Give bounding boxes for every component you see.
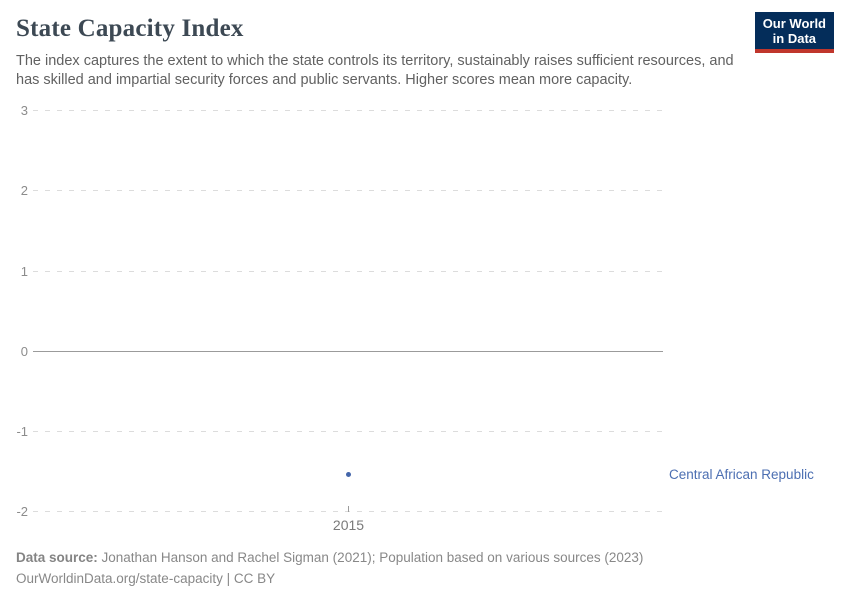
y-axis-label-1: 1 bbox=[20, 264, 28, 279]
zero-line bbox=[33, 351, 663, 352]
gridline-2 bbox=[33, 190, 663, 191]
y-axis-label-2: 2 bbox=[20, 183, 28, 198]
x-axis-tick-2015 bbox=[348, 506, 349, 512]
gridline-neg1 bbox=[33, 431, 663, 432]
data-point-central-african-republic[interactable] bbox=[346, 472, 351, 477]
page-title: State Capacity Index bbox=[16, 15, 244, 42]
gridline-3 bbox=[33, 110, 663, 111]
owid-logo-line1: Our World bbox=[762, 16, 826, 31]
license-line: OurWorldinData.org/state-capacity | CC B… bbox=[16, 571, 276, 586]
y-axis-label-3: 3 bbox=[20, 103, 28, 118]
x-axis-label-2015: 2015 bbox=[332, 517, 365, 533]
data-source-text: Jonathan Hanson and Rachel Sigman (2021)… bbox=[97, 550, 644, 565]
chart-footer: Data source: Jonathan Hanson and Rachel … bbox=[16, 547, 643, 589]
gridline-1 bbox=[33, 271, 663, 272]
y-axis-label-neg1: -1 bbox=[16, 424, 28, 439]
chart-subtitle: The index captures the extent to which t… bbox=[16, 53, 734, 88]
data-source-line: Data source: Jonathan Hanson and Rachel … bbox=[16, 547, 643, 568]
y-axis-label-neg2: -2 bbox=[16, 504, 28, 519]
owid-logo[interactable]: Our World in Data bbox=[754, 12, 834, 53]
y-axis-label-0: 0 bbox=[20, 344, 28, 359]
owid-logo-line2: in Data bbox=[772, 31, 817, 46]
entity-label-central-african-republic[interactable]: Central African Republic bbox=[669, 467, 814, 482]
data-source-label: Data source: bbox=[16, 550, 98, 565]
